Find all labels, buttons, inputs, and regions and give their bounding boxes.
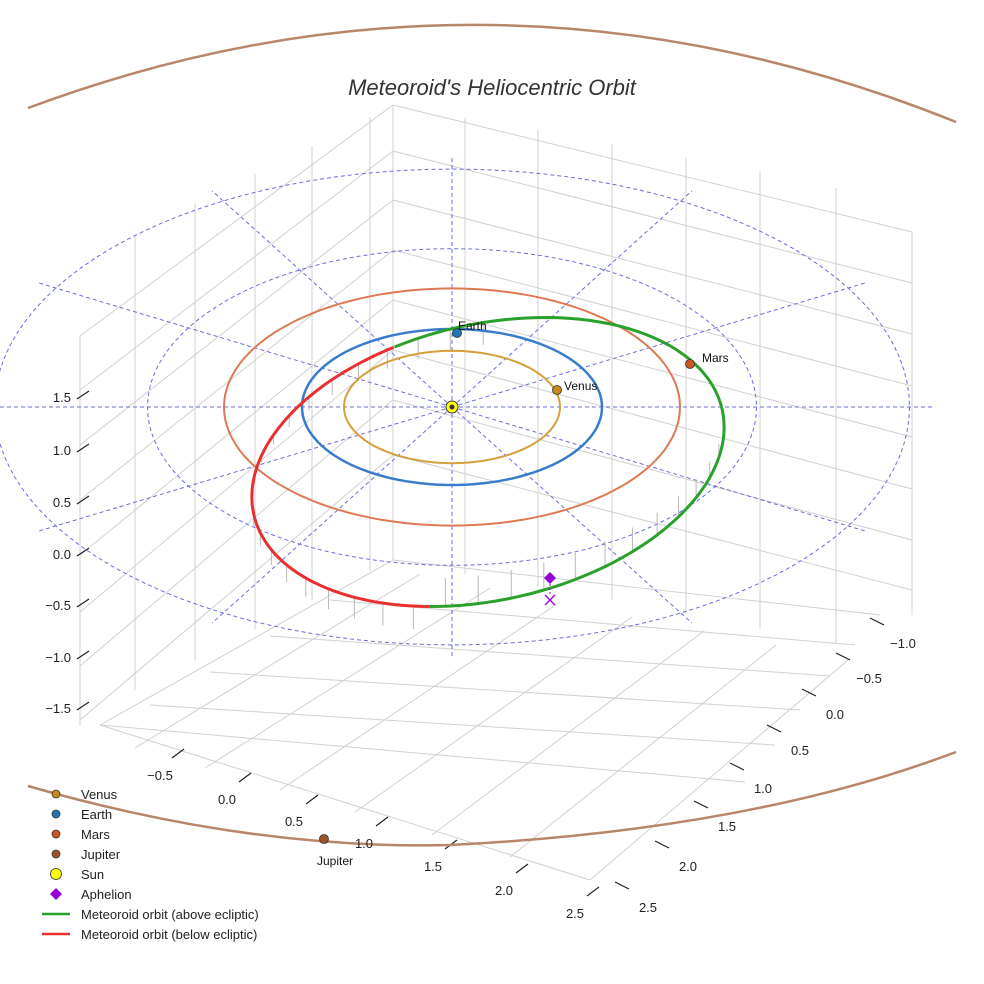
reference-radial-line [36, 406, 453, 533]
chart-title: Meteoroid's Heliocentric Orbit [348, 75, 637, 100]
x-tick-mark [305, 794, 319, 805]
reference-radial-line [451, 406, 868, 533]
tick-labels: −1.5 −1.0 −0.5 0.0 0.5 1.0 1.5 −0.5 0.0 0.5 1.0 1.5… [45, 390, 916, 921]
reference-radial-line [451, 281, 868, 408]
y-tick-label: 2.0 [679, 859, 697, 874]
z-tick-label: 0.0 [53, 547, 71, 562]
meteoroid-orbit-below [250, 345, 430, 608]
planet-orbits [27, 23, 957, 847]
reference-radial-line [451, 406, 693, 624]
z-tick-mark [76, 598, 90, 608]
y-tick-label: 0.5 [791, 743, 809, 758]
z-tick-label: −0.5 [45, 598, 71, 613]
box-grid [79, 104, 913, 881]
legend-label: Meteoroid orbit (below ecliptic) [81, 927, 257, 942]
x-tick-label: 0.5 [285, 814, 303, 829]
marker-jupiter [319, 834, 329, 844]
legend-marker [51, 849, 61, 859]
legend-marker [51, 789, 61, 799]
legend-label: Jupiter [81, 847, 121, 862]
z-tick-mark [76, 547, 90, 557]
z-tick-label: −1.0 [45, 650, 71, 665]
marker-venus [552, 385, 562, 395]
legend-label: Sun [81, 867, 104, 882]
reference-radial-line [211, 406, 453, 624]
marker-mars [685, 359, 695, 369]
y-tick-label: 2.5 [639, 900, 657, 915]
legend-marker [51, 809, 61, 819]
x-tick-mark [515, 863, 529, 874]
y-tick-mark [766, 724, 782, 733]
legend: Venus Earth Mars Jupiter Sun Aphelion Meteoroi… [42, 787, 259, 942]
reference-radial-line [451, 190, 693, 408]
z-tick-label: −1.5 [45, 701, 71, 716]
legend-marker [50, 888, 62, 900]
y-tick-mark [835, 652, 851, 661]
y-tick-mark [869, 617, 885, 626]
z-tick-mark [76, 390, 90, 400]
y-tick-mark [729, 762, 745, 771]
y-tick-label: 1.0 [754, 781, 772, 796]
orbit-mars [222, 287, 681, 527]
orbit-jupiter-bottom [27, 750, 957, 847]
z-tick-mark [76, 650, 90, 660]
y-tick-label: −1.0 [890, 636, 916, 651]
z-tick-mark [76, 443, 90, 453]
orbit-venus [342, 349, 561, 465]
sun-center-dot [449, 404, 455, 410]
x-tick-label: 0.0 [218, 792, 236, 807]
reference-radial-line [36, 281, 453, 408]
orbit-jupiter-top [27, 23, 957, 124]
y-tick-label: 0.0 [826, 707, 844, 722]
y-tick-label: −0.5 [856, 671, 882, 686]
x-tick-mark [238, 772, 252, 783]
label-earth: Earth [458, 319, 487, 333]
reference-ring-3 [0, 168, 910, 646]
markers: Venus Earth Mars Jupiter [317, 319, 729, 868]
marker-earth [452, 328, 462, 338]
x-tick-mark [171, 748, 185, 759]
orbit-earth [300, 327, 604, 487]
label-venus: Venus [564, 379, 597, 393]
y-tick-mark [654, 840, 670, 849]
legend-label: Venus [81, 787, 118, 802]
z-tick-label: 0.5 [53, 495, 71, 510]
x-tick-mark [586, 886, 600, 897]
x-tick-label: 1.5 [424, 859, 442, 874]
z-tick-label: 1.5 [53, 390, 71, 405]
axis-tick-marks [76, 390, 885, 897]
x-tick-label: −0.5 [147, 768, 173, 783]
aphelion-marker [544, 572, 556, 584]
y-tick-label: 1.5 [718, 819, 736, 834]
z-tick-label: 1.0 [53, 443, 71, 458]
y-tick-mark [801, 688, 817, 697]
x-tick-label: 2.0 [495, 883, 513, 898]
meteoroid-orbit-above [393, 315, 726, 608]
y-tick-mark [614, 881, 630, 890]
x-tick-label: 1.0 [355, 836, 373, 851]
ecliptic-reference-grid [0, 157, 932, 657]
legend-label: Meteoroid orbit (above ecliptic) [81, 907, 259, 922]
aphelion-projection-cross [544, 594, 556, 606]
z-tick-mark [76, 495, 90, 505]
meteoroid-orbit [250, 315, 726, 608]
label-jupiter: Jupiter [317, 854, 353, 868]
x-tick-label: 2.5 [566, 906, 584, 921]
drop-lines [251, 322, 725, 630]
legend-marker [51, 829, 61, 839]
legend-label: Earth [81, 807, 112, 822]
legend-marker [50, 868, 62, 880]
label-mars: Mars [702, 351, 729, 365]
legend-label: Mars [81, 827, 110, 842]
y-tick-mark [693, 800, 709, 809]
x-tick-mark [375, 816, 389, 827]
legend-label: Aphelion [81, 887, 132, 902]
reference-radial-line [211, 190, 453, 408]
z-tick-mark [76, 701, 90, 711]
